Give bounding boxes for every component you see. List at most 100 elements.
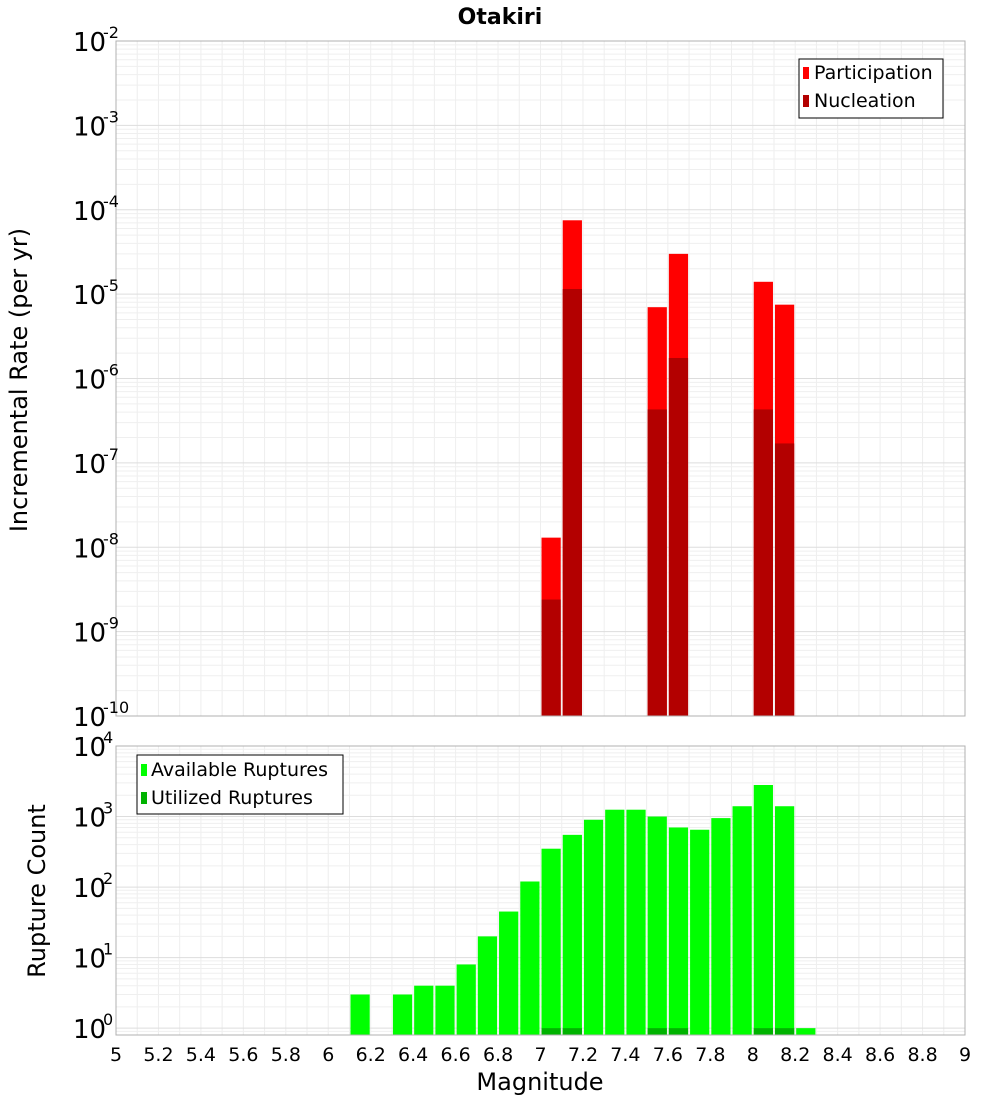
x-tick-label: 9 bbox=[959, 1044, 971, 1066]
bottom-y-tick-exponent: 4 bbox=[103, 728, 113, 747]
bottom-bar bbox=[414, 985, 434, 1035]
top-bar bbox=[562, 289, 582, 716]
bottom-bar bbox=[774, 1028, 795, 1035]
top-bar bbox=[753, 409, 773, 716]
top-bar bbox=[774, 443, 795, 716]
top-y-axis-label: Incremental Rate (per yr) bbox=[5, 228, 33, 532]
x-tick-label: 6.8 bbox=[483, 1044, 513, 1066]
x-tick-label: 6.6 bbox=[440, 1044, 470, 1066]
top-y-tick-label: 10 bbox=[73, 28, 106, 58]
top-y-tick-exponent: -5 bbox=[103, 276, 119, 295]
top-y-tick-label: 10 bbox=[73, 366, 106, 396]
x-tick-label: 8.4 bbox=[823, 1044, 853, 1066]
top-y-tick-label: 10 bbox=[73, 534, 106, 564]
bottom-bar bbox=[711, 818, 731, 1035]
x-tick-label: 7.8 bbox=[695, 1044, 725, 1066]
x-tick-label: 5.8 bbox=[271, 1044, 301, 1066]
bottom-y-tick-exponent: 0 bbox=[103, 1010, 113, 1029]
bottom-y-axis-label: Rupture Count bbox=[23, 804, 51, 978]
bottom-bar bbox=[647, 816, 667, 1035]
top-y-tick-label: 10 bbox=[73, 112, 106, 142]
top-y-tick-label: 10 bbox=[73, 281, 106, 311]
top-y-tick-exponent: -3 bbox=[103, 107, 119, 126]
legend-label-utilized-ruptures: Utilized Ruptures bbox=[151, 787, 313, 809]
top-y-tick-label: 10 bbox=[73, 703, 106, 733]
legend-label-participation: Participation bbox=[814, 62, 933, 84]
bottom-y-tick-label: 10 bbox=[73, 1015, 106, 1045]
bottom-plot-border bbox=[115, 745, 966, 1036]
x-tick-label: 8 bbox=[747, 1044, 759, 1066]
top-y-tick-exponent: -4 bbox=[103, 192, 119, 211]
legend-swatch-nucleation bbox=[803, 95, 809, 107]
bottom-bar bbox=[520, 881, 540, 1035]
bottom-bar bbox=[456, 964, 476, 1035]
x-tick-label: 8.8 bbox=[907, 1044, 937, 1066]
x-tick-label: 8.6 bbox=[865, 1044, 895, 1066]
top-y-tick-exponent: -9 bbox=[103, 614, 119, 633]
top-legend: Participation Nucleation bbox=[798, 58, 944, 119]
x-tick-label: 6.4 bbox=[398, 1044, 428, 1066]
x-axis-label: Magnitude bbox=[476, 1068, 603, 1096]
x-tick-label: 7 bbox=[534, 1044, 546, 1066]
bottom-bar bbox=[668, 827, 689, 1035]
x-tick-label: 5.4 bbox=[186, 1044, 216, 1066]
x-tick-label: 7.2 bbox=[568, 1044, 598, 1066]
bottom-bar bbox=[796, 1028, 816, 1035]
top-bar bbox=[541, 599, 561, 716]
x-tick-label: 7.6 bbox=[653, 1044, 683, 1066]
bottom-bar bbox=[626, 809, 646, 1035]
top-bar bbox=[647, 409, 667, 716]
top-gridlines bbox=[115, 40, 966, 717]
bottom-y-tick-label: 10 bbox=[73, 945, 106, 975]
x-tick-label: 6 bbox=[322, 1044, 334, 1066]
bottom-bar bbox=[541, 1028, 561, 1035]
top-y-tick-exponent: -7 bbox=[103, 445, 119, 464]
bottom-bar bbox=[605, 809, 625, 1035]
bottom-bar bbox=[435, 985, 455, 1035]
x-tick-label: 6.2 bbox=[356, 1044, 386, 1066]
top-bar bbox=[668, 357, 689, 716]
bottom-bar bbox=[774, 806, 795, 1035]
legend-swatch-available-ruptures bbox=[141, 764, 147, 776]
bottom-bar bbox=[647, 1028, 667, 1035]
top-y-tick-exponent: -10 bbox=[103, 698, 129, 717]
bottom-bar bbox=[690, 829, 710, 1035]
x-tick-label: 5.2 bbox=[143, 1044, 173, 1066]
bottom-bar bbox=[668, 1028, 689, 1035]
bottom-bar bbox=[562, 1028, 582, 1035]
top-bars bbox=[541, 220, 795, 717]
bottom-bar bbox=[392, 994, 413, 1035]
bottom-gridlines bbox=[115, 745, 966, 1036]
legend-label-available-ruptures: Available Ruptures bbox=[151, 759, 328, 781]
x-tick-labels: 5 5.2 5.4 5.6 5.8 6 6.2 6.4 6.6 6.8 7 7.2 7.4 7.6 7.8 8… bbox=[110, 1044, 971, 1066]
bottom-bars bbox=[350, 784, 816, 1035]
bottom-bar bbox=[350, 994, 370, 1035]
top-y-tick-exponent: -2 bbox=[103, 23, 119, 42]
x-tick-label: 5.6 bbox=[228, 1044, 258, 1066]
legend-swatch-utilized-ruptures bbox=[141, 792, 147, 804]
top-y-tick-exponent: -6 bbox=[103, 361, 119, 380]
legend-label-nucleation: Nucleation bbox=[814, 90, 916, 112]
bottom-bar bbox=[541, 848, 561, 1035]
top-y-tick-exponent: -8 bbox=[103, 529, 119, 548]
bottom-bar bbox=[753, 784, 773, 1035]
legend-swatch-participation bbox=[803, 67, 809, 79]
bottom-y-tick-label: 10 bbox=[73, 874, 106, 904]
bottom-bar bbox=[477, 936, 498, 1035]
chart-title: Otakiri bbox=[458, 5, 543, 30]
x-tick-label: 5 bbox=[110, 1044, 122, 1066]
top-y-tick-label: 10 bbox=[73, 619, 106, 649]
x-tick-label: 8.2 bbox=[780, 1044, 810, 1066]
bottom-y-tick-exponent: 3 bbox=[103, 799, 113, 818]
top-y-tick-label: 10 bbox=[73, 197, 106, 227]
top-legend-box bbox=[798, 58, 944, 119]
bottom-y-tick-label: 10 bbox=[73, 804, 106, 834]
bottom-y-tick-label: 10 bbox=[73, 733, 106, 763]
bottom-bar bbox=[753, 1028, 773, 1035]
bottom-bar bbox=[732, 806, 752, 1035]
